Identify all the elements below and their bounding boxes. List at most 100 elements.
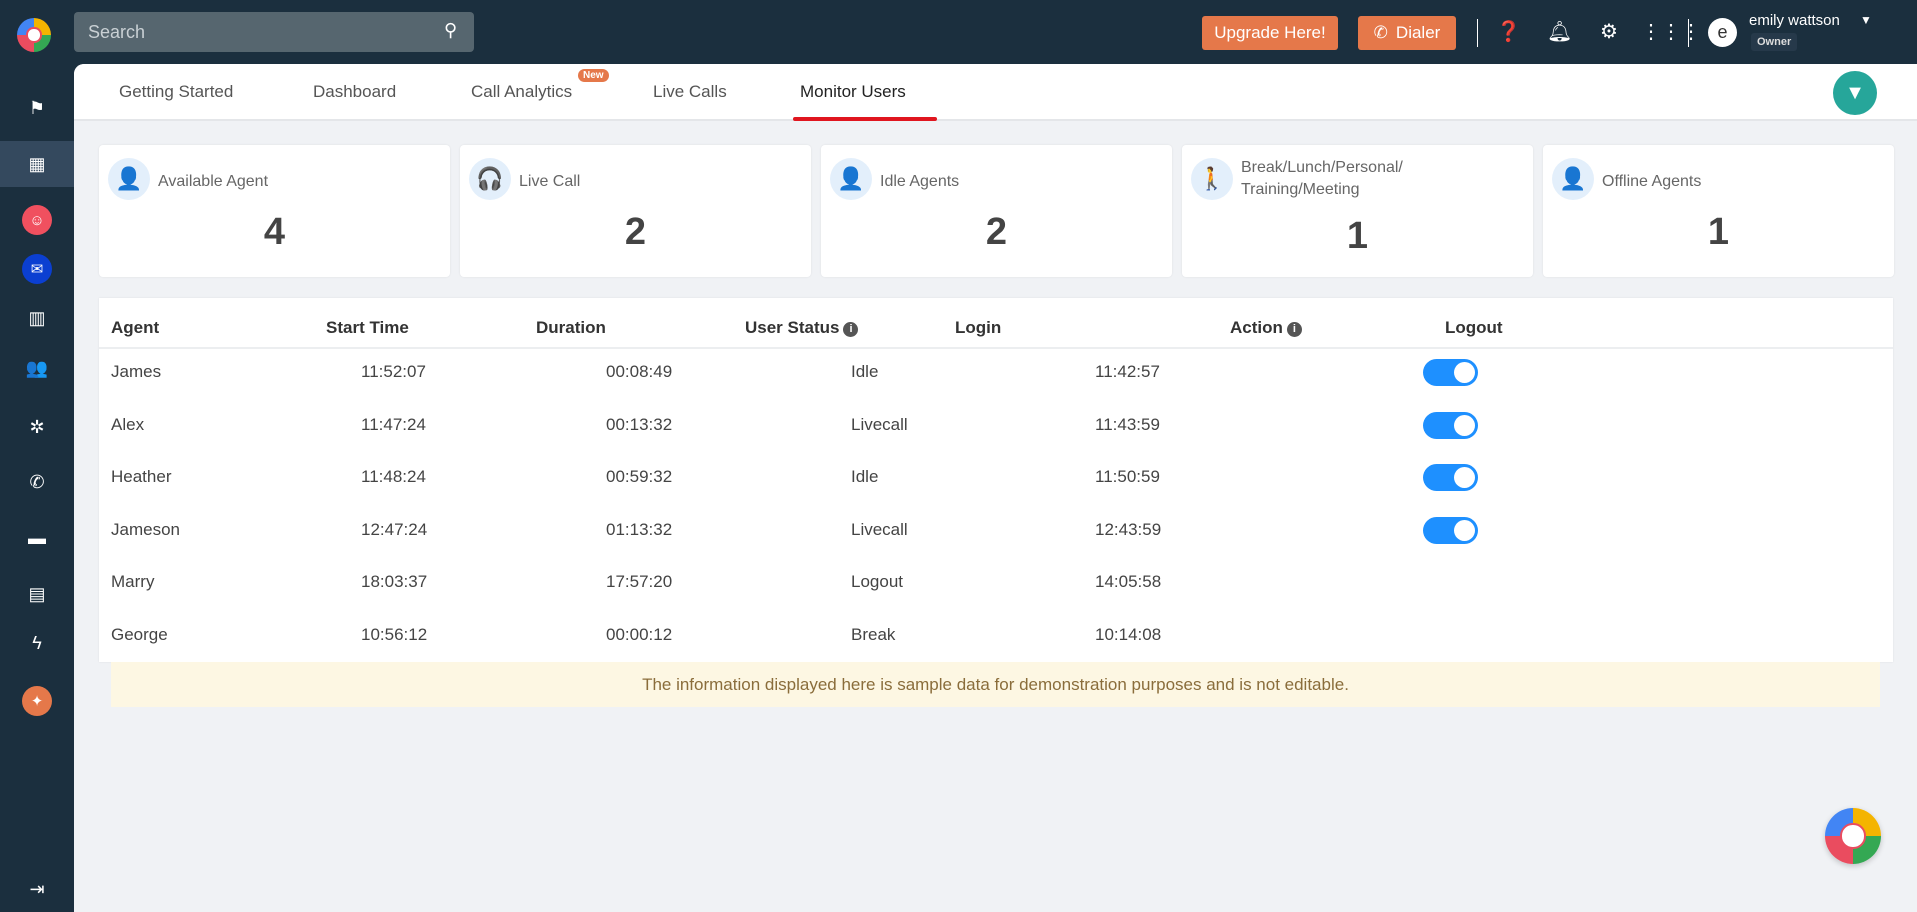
agent-status-icon: 🎧 [469, 158, 511, 200]
sidebar-item-users[interactable]: 👥 [0, 348, 74, 388]
tab-call-analytics[interactable]: Call Analytics [471, 82, 573, 101]
dialer-button[interactable]: ✆ Dialer [1358, 16, 1456, 50]
stat-label: Available Agent [158, 173, 269, 190]
column-header: Logout [1445, 318, 1503, 338]
sidebar: ⚑ ▦ ☺ ✉ ▥ 👥 ✲ ✆ ▬ ▤ ϟ ✦ ⇥ [0, 0, 74, 912]
search-icon[interactable]: ⚲ [444, 20, 458, 40]
logout-toggle[interactable] [1423, 516, 1478, 544]
divider [99, 347, 1893, 349]
phone-transfer-icon: ✆ [29, 471, 45, 492]
column-header: Action i [1230, 318, 1302, 338]
monitor-users-table: Agent Start Time Duration User Status i Login… [99, 298, 1893, 662]
header-label: Action [1230, 318, 1283, 337]
tab-bar: Getting Started Dashboard Call Analytics Ne… [74, 64, 1917, 121]
cell-status: Logout [851, 572, 903, 591]
new-badge: New [578, 69, 609, 82]
sparkle-icon: ✦ [22, 686, 52, 716]
apps-grid-icon[interactable]: ⋮⋮⋮ [1641, 21, 1701, 43]
dashboard-icon: ▦ [28, 153, 46, 174]
cell-login: 14:05:58 [1095, 572, 1162, 591]
cell-status: Idle [851, 362, 879, 381]
building-icon: ▥ [28, 307, 46, 328]
filter-icon: ▼ [1845, 82, 1865, 104]
phone-icon: ✆ [1373, 23, 1388, 42]
caret-down-icon[interactable]: ▼ [1860, 13, 1872, 27]
column-header: Login [955, 318, 1001, 338]
sidebar-item-bot[interactable]: ☺ [0, 200, 74, 240]
cell-start: 12:47:24 [361, 519, 428, 539]
cell-login: 11:43:59 [1095, 414, 1160, 434]
upgrade-label: Upgrade Here! [1214, 23, 1326, 42]
search-input[interactable] [74, 12, 474, 52]
cell-status: Livecall [851, 414, 908, 434]
avatar[interactable]: e [1708, 18, 1737, 47]
upgrade-button[interactable]: Upgrade Here! [1202, 16, 1338, 50]
flag-icon: ⚑ [28, 97, 46, 118]
table-row: Alex 11:47:24 00:13:32 Livecall 11:43:59 [99, 403, 1893, 453]
agent-status-icon: 🚶 [1191, 158, 1233, 200]
sidebar-item-chat[interactable]: ✉ [0, 249, 74, 289]
main-content: Getting Started Dashboard Call Analytics Ne… [74, 64, 1917, 912]
sidebar-item-phone-transfer[interactable]: ✆ [0, 462, 74, 502]
divider [1688, 19, 1689, 47]
cell-agent: Heather [111, 467, 172, 486]
header-label: Start Time [326, 318, 409, 337]
header-label: Logout [1445, 318, 1503, 337]
logout-icon[interactable]: ⇥ [29, 878, 45, 899]
stat-label: Idle Agents [880, 173, 960, 190]
support-chat-button[interactable] [1825, 808, 1881, 864]
cell-login: 11:42:57 [1095, 362, 1160, 381]
cell-start: 18:03:37 [361, 572, 428, 591]
cell-duration: 00:00:12 [606, 624, 673, 644]
sidebar-item-dashboard[interactable]: ▦ [0, 141, 74, 187]
stat-label: Break/Lunch/Personal/ Training/Meeting [1241, 159, 1403, 198]
info-icon[interactable]: i [1286, 322, 1302, 337]
cell-duration: 00:08:49 [606, 362, 673, 381]
stat-card: 👤 Available Agent 4 [99, 145, 450, 277]
stat-value: 4 [263, 211, 286, 253]
app-logo[interactable] [17, 18, 51, 52]
agent-status-icon: 👤 [108, 158, 150, 200]
column-header: Start Time [326, 318, 409, 338]
logout-toggle[interactable] [1423, 464, 1478, 491]
cell-login: 11:50:59 [1095, 467, 1160, 486]
sidebar-item-hub[interactable]: ✲ [0, 407, 74, 447]
stat-value: 1 [1707, 211, 1730, 253]
stat-card: 🎧 Live Call 2 [460, 145, 811, 277]
tab-getting-started[interactable]: Getting Started [119, 82, 234, 101]
column-header: Duration [536, 318, 606, 338]
tab-dashboard[interactable]: Dashboard [313, 82, 397, 101]
sidebar-item-message[interactable]: ▬ [0, 518, 74, 558]
bell-icon[interactable]: 🔔︎ [1547, 21, 1573, 43]
tab-monitor-users[interactable]: Monitor Users [800, 82, 906, 101]
report-icon: ▤ [28, 583, 46, 604]
column-header: Agent [111, 318, 159, 338]
tab-live-calls[interactable]: Live Calls [653, 82, 727, 101]
cell-duration: 00:13:32 [606, 414, 673, 434]
table-row: Marry 18:03:37 17:57:20 Logout 14:05:58 [99, 560, 1893, 610]
sidebar-item-report[interactable]: ▤ [0, 574, 74, 614]
help-icon[interactable]: ❓ [1496, 21, 1521, 43]
stat-card: 👤 Idle Agents 2 [821, 145, 1172, 277]
cell-start: 11:52:07 [361, 362, 426, 381]
column-header: User Status i [745, 318, 859, 338]
table-row: James 11:52:07 00:08:49 Idle 11:42:57 [99, 350, 1893, 400]
user-name[interactable]: emily wattson [1749, 12, 1840, 29]
sidebar-item-sparkle[interactable]: ✦ [0, 681, 74, 721]
sidebar-item-flash[interactable]: ϟ [0, 623, 74, 663]
sidebar-item-flag[interactable]: ⚑ [0, 88, 74, 128]
sidebar-item-building[interactable]: ▥ [0, 298, 74, 338]
agent-status-icon: 👤 [1552, 158, 1594, 200]
stat-card: 👤 Offline Agents 1 [1543, 145, 1894, 277]
table-row: George 10:56:12 00:00:12 Break 10:14:08 [99, 613, 1893, 663]
logout-toggle[interactable] [1423, 411, 1478, 439]
cell-status: Idle [851, 467, 879, 486]
cell-login: 10:14:08 [1095, 624, 1162, 644]
gear-icon[interactable]: ⚙ [1600, 21, 1618, 43]
logout-toggle[interactable] [1423, 359, 1478, 386]
message-icon: ▬ [28, 527, 46, 548]
header-label: Login [955, 318, 1002, 337]
stat-value: 2 [624, 211, 647, 253]
info-icon[interactable]: i [843, 322, 859, 337]
filter-button[interactable]: ▼ [1833, 71, 1877, 115]
